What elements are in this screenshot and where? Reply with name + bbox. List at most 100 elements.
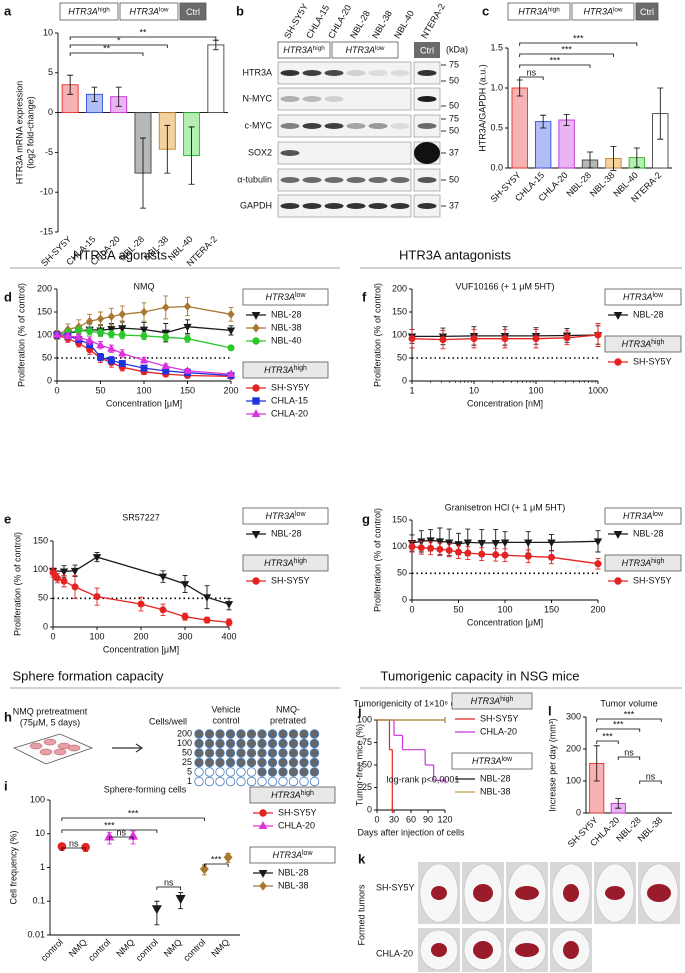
blot-band [280, 123, 300, 129]
plate-well [39, 748, 53, 756]
bar [511, 87, 528, 169]
data-point [97, 329, 104, 337]
panel-letter: c [482, 3, 489, 18]
y-tick-label: 0.1 [32, 896, 45, 906]
x-tick-label: 200 [133, 631, 148, 641]
y-tick-label: 0 [43, 621, 48, 631]
data-point [184, 335, 191, 343]
blot-band [417, 203, 437, 209]
y-tick-label: 25 [362, 782, 372, 792]
gene-level: high [294, 365, 307, 372]
well [267, 757, 278, 768]
x-axis-label: Concentration [μM] [467, 617, 543, 627]
well [288, 748, 299, 758]
blot-band [302, 123, 322, 129]
section-title: HTR3A antagonists [399, 247, 512, 262]
data-point [417, 544, 425, 552]
y-axis-label: HTR3A mRNA expression [14, 81, 24, 185]
gene-level: high [651, 558, 664, 565]
data-point [107, 312, 116, 321]
y-tick-label: 0 [367, 804, 372, 814]
data-point [181, 613, 189, 621]
section-title: Tumorigenic capacity in NSG mice [381, 668, 580, 683]
blot-band [324, 203, 344, 209]
well [204, 748, 215, 758]
well [267, 729, 278, 739]
data-point [139, 355, 149, 364]
data-point [118, 325, 127, 333]
group-label: HTR3Alow [584, 6, 623, 17]
y-tick-label: 1 [40, 862, 45, 872]
well [246, 748, 257, 758]
data-point [162, 333, 170, 341]
x-tick-label: 90 [423, 814, 433, 824]
data-point [183, 302, 192, 311]
significance-bracket [69, 44, 168, 48]
gene-level: high [294, 558, 307, 565]
error-bar [633, 147, 640, 168]
error-bar [610, 146, 617, 171]
error-bar [164, 124, 171, 174]
data-point [548, 553, 555, 561]
legend-label: CHLA-20 [480, 726, 517, 736]
legend-marker [252, 397, 260, 405]
blot-row-label: N-MYC [243, 93, 273, 103]
panel-letter: f [362, 289, 367, 304]
significance-bracket [519, 76, 544, 80]
gene-name: HTR3A [623, 511, 653, 521]
y-tick-label: -5 [45, 147, 53, 157]
chart-title: NMQ [134, 281, 155, 291]
data-point [175, 895, 186, 905]
y-axis-label: Tumor-free mice (%) [354, 724, 364, 806]
well [309, 757, 320, 768]
significance-bracket [596, 718, 662, 722]
cells-per-well: 200 [177, 728, 192, 738]
x-tick-label: 50 [453, 604, 463, 614]
tumor [515, 943, 539, 957]
legend-group-box [249, 786, 336, 804]
well [278, 748, 288, 758]
x-tick-label: 60 [406, 814, 416, 824]
group-label: HTR3Ahigh [283, 45, 325, 56]
data-point [183, 323, 192, 332]
header-label: Ctrl [420, 45, 434, 55]
well [299, 729, 309, 739]
data-point [532, 335, 540, 343]
data-point [224, 601, 234, 609]
y-tick-label: 100 [37, 329, 52, 339]
well [194, 757, 204, 768]
plate-icon [12, 733, 94, 765]
data-point [63, 331, 73, 339]
diagram-text: Cells/well [149, 716, 187, 726]
data-point [454, 541, 463, 549]
y-tick-label: 0 [47, 375, 52, 385]
significance-bracket [596, 728, 641, 732]
x-tick-label: 300 [177, 631, 192, 641]
data-point [60, 577, 68, 585]
tumor [473, 884, 493, 902]
y-tick-label: 1.5 [490, 42, 503, 52]
section-title: HTR3A agonists [73, 247, 167, 262]
legend-label: SH-SY5Y [271, 575, 310, 585]
header-box [414, 42, 440, 58]
error-bar [212, 39, 219, 51]
gene-name: HTR3A [622, 558, 652, 568]
blot-band [390, 177, 410, 183]
well [246, 738, 257, 749]
well [236, 738, 246, 749]
data-point [96, 314, 105, 324]
error-bar [593, 745, 600, 782]
blot-membrane [277, 61, 412, 85]
photo-row-label: SH-SY5Y [376, 882, 415, 892]
y-tick-label: 200 [37, 283, 52, 293]
plate-well [43, 738, 57, 746]
legend-marker [258, 869, 268, 878]
data-point [107, 330, 115, 338]
y-tick-label: 10 [35, 828, 45, 838]
data-point [491, 540, 500, 548]
group-label: HTR3Alow [130, 6, 169, 17]
significance-label: ns [527, 67, 537, 77]
x-tick-label: 10 [469, 385, 479, 395]
bar [207, 44, 225, 114]
well [257, 767, 267, 777]
